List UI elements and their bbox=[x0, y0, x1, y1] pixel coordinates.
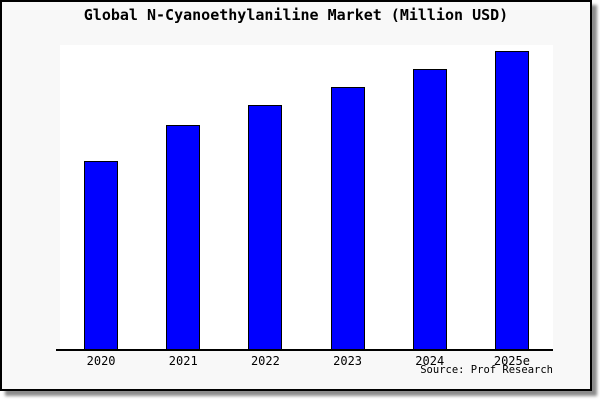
bar-2024 bbox=[412, 68, 447, 349]
x-axis-labels: 2020 2021 2022 2023 2024 2025e bbox=[60, 354, 553, 370]
x-tick-label-2024: 2024 bbox=[415, 354, 445, 368]
bar-2023 bbox=[330, 86, 365, 349]
x-tick-label-2023: 2023 bbox=[333, 354, 363, 368]
chart-title: Global N-Cyanoethylaniline Market (Milli… bbox=[83, 6, 509, 24]
x-tick-label-2020: 2020 bbox=[86, 354, 116, 368]
x-axis-line bbox=[56, 349, 60, 351]
x-tick-label-2022: 2022 bbox=[250, 354, 280, 368]
chart-figure: Global N-Cyanoethylaniline Market (Milli… bbox=[0, 0, 592, 391]
x-tick-label-2021: 2021 bbox=[168, 354, 198, 368]
x-tick-label-2025e: 2025e bbox=[493, 354, 530, 368]
source-credit: Source: Prof Research bbox=[420, 364, 553, 376]
bar-2025e bbox=[494, 50, 529, 349]
plot-area bbox=[56, 45, 553, 351]
bar-2021 bbox=[166, 125, 201, 349]
bar-2022 bbox=[248, 104, 283, 349]
bar-2020 bbox=[84, 161, 119, 349]
